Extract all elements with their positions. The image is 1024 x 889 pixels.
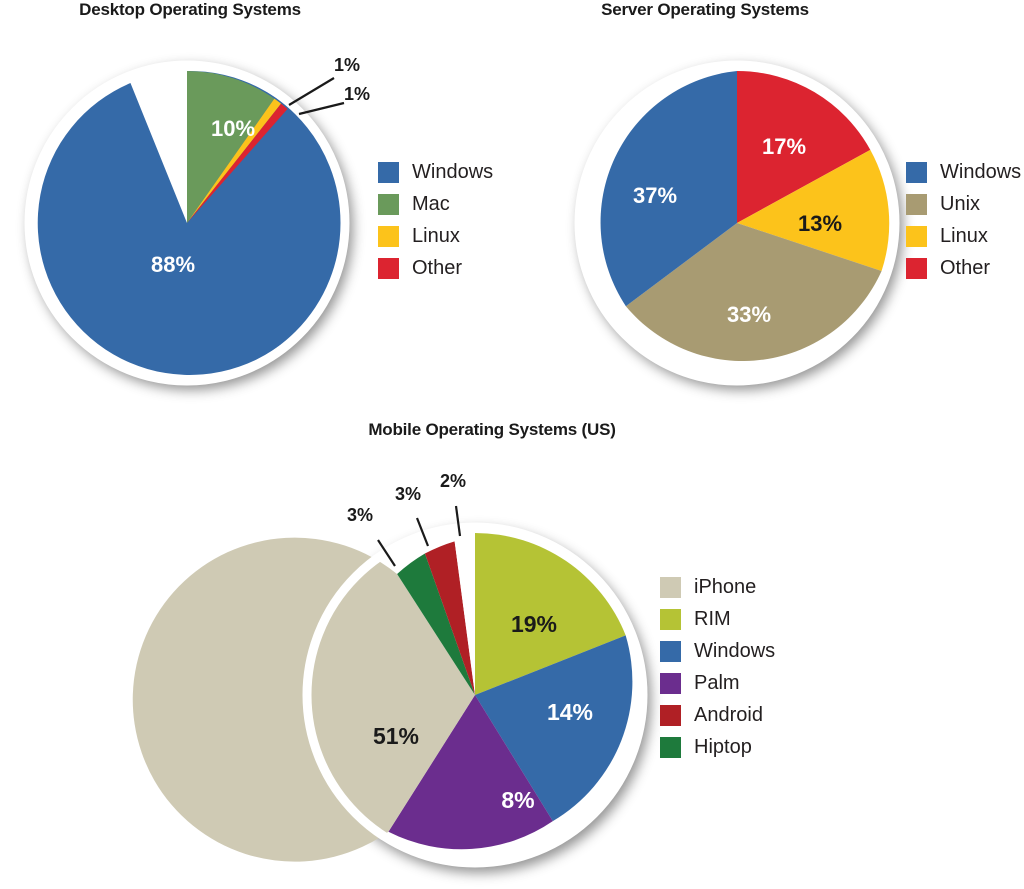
callout-linux-desktop: 1% xyxy=(334,55,361,75)
legend-swatch-other-icon xyxy=(378,258,399,279)
legend-swatch-windows-icon xyxy=(906,162,927,183)
legend-label-other: Other xyxy=(412,257,463,279)
legend-swatch-linux-icon xyxy=(378,226,399,247)
legend-swatch-linux-icon xyxy=(906,226,927,247)
slice-linux xyxy=(187,98,282,223)
leader-line-other xyxy=(298,101,345,116)
pie-desktop: 88% 10% 1% 1% xyxy=(22,55,370,388)
legend-item-rim[interactable]: RIM xyxy=(660,609,775,630)
legend-label-rim: RIM xyxy=(694,608,731,630)
legend-item-other[interactable]: Other xyxy=(378,258,493,279)
legend-server: Windows Unix Linux Other xyxy=(906,162,1021,290)
legend-swatch-mac-icon xyxy=(378,194,399,215)
slice-label-linux: 13% xyxy=(798,211,842,236)
legend-label-unix: Unix xyxy=(940,193,981,215)
leader-line-other xyxy=(454,505,462,537)
slice-linux xyxy=(737,149,890,271)
slice-windows xyxy=(37,70,342,375)
legend-mobile: iPhone RIM Windows Palm Android Hiptop xyxy=(660,577,775,769)
legend-swatch-windows-icon xyxy=(660,641,681,662)
pie-desktop-svg: 88% 10% xyxy=(24,60,350,386)
slice-windows xyxy=(475,635,633,822)
legend-label-iphone: iPhone xyxy=(694,576,757,598)
leader-line-android xyxy=(415,517,430,547)
pie-server: 17% 13% 33% 37% xyxy=(572,58,902,388)
legend-item-windows[interactable]: Windows xyxy=(906,162,1021,183)
legend-swatch-palm-icon xyxy=(660,673,681,694)
pie-mobile-slices xyxy=(132,533,633,862)
callout-android-mobile: 3% xyxy=(395,484,422,504)
legend-item-android[interactable]: Android xyxy=(660,705,775,726)
legend-swatch-rim-icon xyxy=(660,609,681,630)
slice-other xyxy=(737,70,871,223)
legend-label-windows: Windows xyxy=(694,640,776,662)
legend-item-windows[interactable]: Windows xyxy=(660,641,775,662)
legend-label-mac: Mac xyxy=(412,193,450,215)
legend-item-linux[interactable]: Linux xyxy=(906,226,1021,247)
legend-label-palm: Palm xyxy=(694,672,740,694)
pie-server-svg: 17% 13% 33% 37% xyxy=(574,60,900,386)
legend-label-other: Other xyxy=(940,257,991,279)
slice-hiptop xyxy=(397,553,475,695)
chart-title-server: Server Operating Systems xyxy=(601,0,809,19)
legend-swatch-hiptop-icon xyxy=(660,737,681,758)
legend-desktop: Windows Mac Linux Other xyxy=(378,162,493,290)
legend-item-mac[interactable]: Mac xyxy=(378,194,493,215)
legend-swatch-windows-icon xyxy=(378,162,399,183)
slice-label-rim: 19% xyxy=(511,611,557,637)
slice-mac xyxy=(187,71,275,223)
chart-mobile-operating-systems: Mobile Operating Systems (US) xyxy=(0,420,1024,889)
legend-swatch-iphone-icon xyxy=(660,577,681,598)
legend-label-hiptop: Hiptop xyxy=(694,736,752,758)
legend-swatch-unix-icon xyxy=(906,194,927,215)
slice-windows xyxy=(600,71,737,307)
legend-item-hiptop[interactable]: Hiptop xyxy=(660,737,775,758)
leader-line-hiptop xyxy=(377,539,396,567)
legend-item-other[interactable]: Other xyxy=(906,258,1021,279)
callout-other-mobile: 2% xyxy=(440,471,467,491)
slice-other xyxy=(454,533,475,695)
legend-item-linux[interactable]: Linux xyxy=(378,226,493,247)
legend-item-palm[interactable]: Palm xyxy=(660,673,775,694)
leader-line-linux xyxy=(288,77,335,106)
slice-label-windows: 14% xyxy=(547,699,593,725)
legend-label-linux: Linux xyxy=(940,225,988,247)
chart-title-desktop: Desktop Operating Systems xyxy=(79,0,301,19)
pie-server-slices xyxy=(600,70,890,362)
slice-android xyxy=(424,541,475,695)
slice-label-windows: 37% xyxy=(633,183,677,208)
slice-palm xyxy=(388,695,553,850)
legend-label-linux: Linux xyxy=(412,225,460,247)
legend-item-unix[interactable]: Unix xyxy=(906,194,1021,215)
legend-swatch-other-icon xyxy=(906,258,927,279)
legend-item-iphone[interactable]: iPhone xyxy=(660,577,775,598)
chart-title-mobile: Mobile Operating Systems (US) xyxy=(368,420,616,439)
callout-hiptop-mobile: 3% xyxy=(347,505,374,525)
slice-unix xyxy=(625,223,882,362)
slice-label-mac: 10% xyxy=(211,116,255,141)
slice-label-windows: 88% xyxy=(151,252,195,277)
pie-mobile-svg: 19% 14% 8% 51% xyxy=(132,505,648,868)
slice-label-other: 17% xyxy=(762,134,806,159)
pie-mobile: 19% 14% 8% 51% 3% 3% 2% xyxy=(132,471,650,870)
slice-other xyxy=(187,103,288,223)
slice-label-unix: 33% xyxy=(727,302,771,327)
legend-item-windows[interactable]: Windows xyxy=(378,162,493,183)
slice-rim xyxy=(475,533,626,695)
slice-label-iphone: 51% xyxy=(373,723,419,749)
chart-server-operating-systems: Server Operating Systems xyxy=(512,0,1024,420)
legend-label-windows: Windows xyxy=(940,161,1022,183)
legend-label-android: Android xyxy=(694,704,763,726)
pie-desktop-slices xyxy=(37,70,342,375)
legend-swatch-android-icon xyxy=(660,705,681,726)
slice-label-palm: 8% xyxy=(501,787,534,813)
chart-desktop-operating-systems: Desktop Operating Systems xyxy=(0,0,512,420)
callout-other-desktop: 1% xyxy=(344,84,371,104)
legend-label-windows: Windows xyxy=(412,161,494,183)
